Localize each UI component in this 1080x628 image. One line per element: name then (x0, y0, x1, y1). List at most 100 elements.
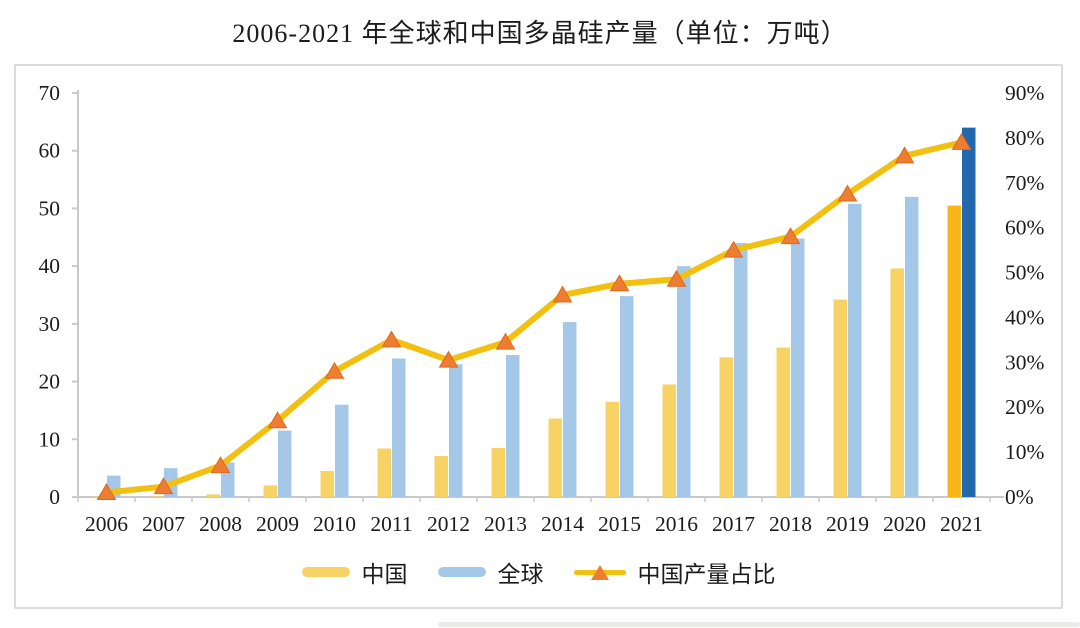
china-bar-swatch-icon (301, 567, 350, 577)
bar-china-2012 (434, 456, 448, 497)
bar-global-2018 (791, 238, 805, 497)
share-marker-2015 (609, 274, 630, 292)
x-axis-label: 2018 (769, 512, 812, 536)
bar-global-2012 (449, 364, 463, 497)
y-axis-label-right: 90% (1005, 81, 1045, 105)
y-axis-label-left: 70 (39, 81, 61, 105)
y-axis-label-right: 70% (1005, 171, 1045, 195)
x-axis-label: 2010 (313, 512, 356, 536)
bar-china-2017 (719, 357, 733, 497)
y-axis-label-left: 50 (39, 196, 61, 220)
x-axis-label: 2013 (484, 512, 527, 536)
bar-global-2021 (962, 127, 976, 497)
share-marker-2011 (381, 330, 402, 348)
x-axis-label: 2020 (883, 512, 926, 536)
bar-china-2015 (605, 401, 619, 497)
bar-china-2013 (491, 447, 505, 497)
x-axis-label: 2014 (541, 512, 584, 536)
y-axis-label-right: 0% (1005, 485, 1034, 509)
chart-title: 2006-2021 年全球和中国多晶硅产量（单位：万吨） (232, 19, 848, 48)
chart-legend: 中国 全球 中国产量占比 (16, 555, 1061, 589)
x-axis-labels: 2006 2007 2008 2009 2010 2011 2012 2013 2014 2015… (77, 497, 991, 536)
y-axis-left-labels: 0 10 20 30 40 50 60 70 (39, 81, 78, 509)
share-marker-2019 (837, 184, 858, 202)
share-marker-2008 (210, 456, 231, 474)
y-axis-label-right: 10% (1005, 440, 1045, 464)
bar-china-2020 (890, 268, 904, 497)
bar-global-2016 (677, 266, 691, 497)
share-marker-2013 (495, 332, 516, 350)
bar-global-2009 (278, 430, 292, 497)
share-marker-2009 (267, 411, 288, 429)
legend-label-global: 全球 (497, 562, 544, 587)
bottom-divider (438, 622, 1080, 627)
bar-china-2010 (320, 471, 334, 497)
share-line-swatch-icon (573, 564, 626, 581)
share-marker-2018 (780, 227, 801, 245)
y-axis-label-left: 20 (39, 370, 61, 394)
share-marker-2017 (723, 240, 744, 258)
legend-item-share: 中国产量占比 (573, 555, 776, 589)
bar-china-2007 (149, 496, 163, 497)
share-marker-2006 (96, 483, 117, 501)
y-axis-label-right: 60% (1005, 216, 1045, 240)
legend-label-share: 中国产量占比 (637, 562, 776, 587)
bars-group (92, 127, 976, 498)
y-axis-label-right: 40% (1005, 305, 1045, 329)
x-axis-label: 2015 (598, 512, 641, 536)
x-axis-label: 2016 (655, 512, 698, 536)
global-bar-swatch-icon (437, 567, 486, 577)
bar-china-2018 (776, 347, 790, 497)
x-axis-label: 2019 (826, 512, 869, 536)
x-axis-label: 2012 (427, 512, 470, 536)
share-marker-2021 (951, 132, 972, 150)
bar-global-2011 (392, 358, 406, 497)
y-axis-label-left: 10 (39, 427, 61, 451)
y-axis-label-left: 0 (49, 485, 60, 509)
x-axis-label: 2017 (712, 512, 755, 536)
bar-china-2009 (263, 485, 277, 497)
bar-china-2014 (548, 418, 562, 497)
y-axis-label-left: 40 (39, 254, 61, 278)
share-marker-2010 (324, 361, 345, 379)
bar-china-2011 (377, 448, 391, 497)
bar-china-2016 (662, 384, 676, 497)
x-axis-label: 2006 (85, 512, 128, 536)
share-marker-2020 (894, 146, 915, 164)
bar-global-2013 (506, 355, 520, 497)
bar-china-2008 (206, 494, 220, 497)
chart-frame: 0 10 20 30 40 50 60 70 0% 10% 20% 30% 40% 50% 60% 70% 80… (14, 64, 1063, 609)
y-axis-label-right: 50% (1005, 261, 1045, 285)
chart-canvas: 0 10 20 30 40 50 60 70 0% 10% 20% 30% 40% 50% 60% 70% 80… (39, 81, 1045, 536)
bar-china-2019 (833, 299, 847, 497)
share-markers-group (96, 132, 972, 501)
share-marker-2012 (438, 350, 459, 368)
x-axis-label: 2007 (142, 512, 185, 536)
bar-global-2020 (905, 196, 919, 497)
y-axis-label-left: 30 (39, 312, 61, 336)
y-axis-label-right: 30% (1005, 350, 1045, 374)
share-line (103, 139, 965, 496)
y-axis-label-right: 80% (1005, 126, 1045, 150)
y-axis-label-right: 20% (1005, 395, 1045, 419)
bar-global-2014 (563, 322, 577, 497)
x-axis-label: 2008 (199, 512, 242, 536)
x-axis-label: 2021 (940, 512, 983, 536)
y-axis-label-left: 60 (39, 139, 61, 163)
y-axis-right-labels: 0% 10% 20% 30% 40% 50% 60% 70% 80% 90% (1005, 81, 1045, 509)
bar-china-2021 (947, 205, 961, 498)
legend-item-china: 中国 (301, 555, 408, 589)
bar-global-2019 (848, 203, 862, 497)
x-axis-label: 2011 (370, 512, 412, 536)
share-marker-2007 (153, 477, 174, 495)
bar-global-2017 (734, 243, 748, 497)
legend-label-china: 中国 (361, 562, 408, 587)
share-marker-swatch-icon (590, 564, 609, 580)
legend-item-global: 全球 (437, 555, 544, 589)
share-marker-2014 (552, 285, 573, 303)
x-axis-label: 2009 (256, 512, 299, 536)
bar-global-2015 (620, 296, 634, 497)
bar-global-2010 (335, 404, 349, 497)
share-marker-2016 (666, 269, 687, 287)
